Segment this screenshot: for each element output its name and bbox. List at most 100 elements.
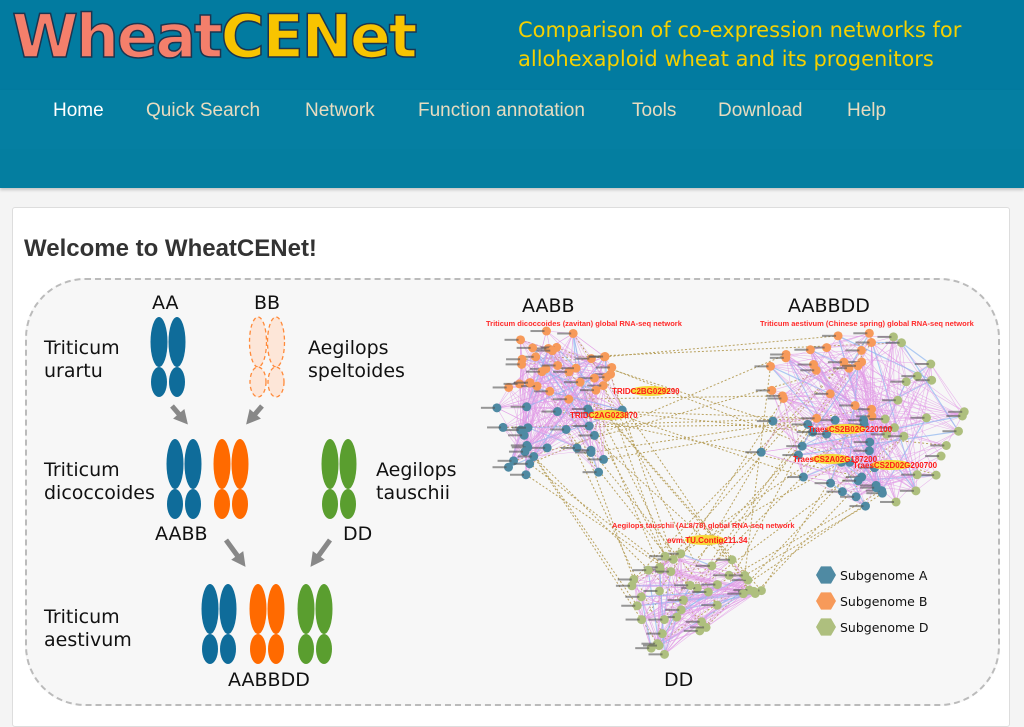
network-node-label <box>572 408 586 410</box>
highlight-gene-label: TraesCS2D02G200700 <box>853 461 938 470</box>
genome-aabb: AABB <box>155 523 208 545</box>
chromosome <box>169 367 185 397</box>
network-node-label <box>560 367 574 369</box>
network-node-label <box>596 366 610 368</box>
network-node-label <box>826 491 840 493</box>
network-node-label <box>690 626 704 628</box>
chromosome <box>220 584 237 634</box>
inter-network-edge <box>604 424 808 459</box>
legend-hexagon-icon <box>816 566 836 583</box>
network-node-label <box>573 425 587 427</box>
network-node-label <box>713 574 727 576</box>
network-node-label <box>542 365 556 367</box>
network-node-label <box>869 418 883 420</box>
network-node-label <box>588 458 602 460</box>
network-node-label <box>512 427 526 429</box>
chromosome <box>268 634 284 664</box>
network-node-label <box>534 390 548 392</box>
network-node-label <box>916 379 930 381</box>
label-aegilops-speltoides-1: Aegilops <box>308 337 389 359</box>
network-node-label <box>493 386 507 388</box>
network-node-label <box>727 593 741 595</box>
label-triticum-dicoccoides-1: Triticum <box>43 459 120 481</box>
network-node-label <box>511 444 525 446</box>
network-node-label <box>575 358 589 360</box>
network-node-label <box>553 398 567 400</box>
chromosome <box>214 439 231 489</box>
network-node-label <box>514 382 528 384</box>
chromosome <box>151 367 167 397</box>
network-node-label <box>815 482 829 484</box>
chromosome <box>202 634 218 664</box>
network-node-label <box>854 441 868 443</box>
chromosome <box>268 367 284 397</box>
network-node-label <box>716 559 730 561</box>
network-node-label <box>557 332 571 334</box>
highlight-gene-label: TRIDC2AG023870 <box>570 411 638 420</box>
network-node-label <box>770 353 784 355</box>
network-node-label <box>625 596 639 598</box>
network-node-label <box>853 332 867 334</box>
network-node-label <box>801 417 815 419</box>
network-node-label <box>618 578 632 580</box>
chromosome <box>298 584 315 634</box>
network-node-label <box>930 444 944 446</box>
chromosome <box>268 584 285 634</box>
network-node-label <box>770 357 784 359</box>
chromosome <box>316 584 333 634</box>
network-node-label <box>800 369 814 371</box>
network-node-label <box>635 647 649 649</box>
network-node-label <box>880 501 894 503</box>
network-node-label <box>946 415 960 417</box>
network-node-label <box>641 643 655 645</box>
network-node-label <box>674 584 688 586</box>
network-title-dd: DD <box>664 669 693 691</box>
network-node-label <box>787 476 801 478</box>
network-node-label <box>550 428 564 430</box>
label-triticum-aestivum-1: Triticum <box>43 606 120 628</box>
network-node-label <box>649 555 663 557</box>
network-node-label <box>498 460 512 462</box>
genome-aa: AA <box>152 292 179 314</box>
network-node-label <box>564 381 578 383</box>
network-node-label <box>514 463 528 465</box>
network-node-label <box>580 389 594 391</box>
network-node-label <box>745 451 759 453</box>
network-node-label <box>506 358 520 360</box>
chromosome <box>322 489 338 519</box>
network-node-label <box>531 447 545 449</box>
network-node-label <box>526 371 540 373</box>
network-node-label <box>692 591 706 593</box>
network-node-label <box>508 434 522 436</box>
network-node-label <box>845 349 859 351</box>
network-node-label <box>517 347 531 349</box>
network-node-label <box>510 474 524 476</box>
network-node-label <box>842 365 856 367</box>
network-node-label <box>920 474 934 476</box>
network-node-label <box>900 490 914 492</box>
chromosome <box>340 439 357 489</box>
network-node-label <box>855 342 869 344</box>
network-node-label <box>754 365 768 367</box>
legend-label: Subgenome D <box>840 620 928 635</box>
genome-aabbdd: AABBDD <box>228 669 310 691</box>
highlight-gene-label: TRIDC2BG029290 <box>612 387 680 396</box>
network-diagram <box>481 327 969 659</box>
chromosome <box>250 584 267 634</box>
chromosome <box>268 317 285 367</box>
network-node-label <box>583 471 597 473</box>
network-node-label <box>667 599 681 601</box>
network-node-label <box>757 420 771 422</box>
network-node-label <box>901 474 915 476</box>
network-node-label <box>767 397 781 399</box>
chromosome <box>169 317 186 367</box>
network-node-label <box>756 389 770 391</box>
network-node-label <box>792 423 806 425</box>
network-node-label <box>853 450 867 452</box>
network-node-label <box>530 330 544 332</box>
network-node-label <box>509 451 523 453</box>
legend-hexagon-icon <box>816 618 836 635</box>
network-node-label <box>786 445 800 447</box>
inter-network-edge <box>745 366 771 575</box>
